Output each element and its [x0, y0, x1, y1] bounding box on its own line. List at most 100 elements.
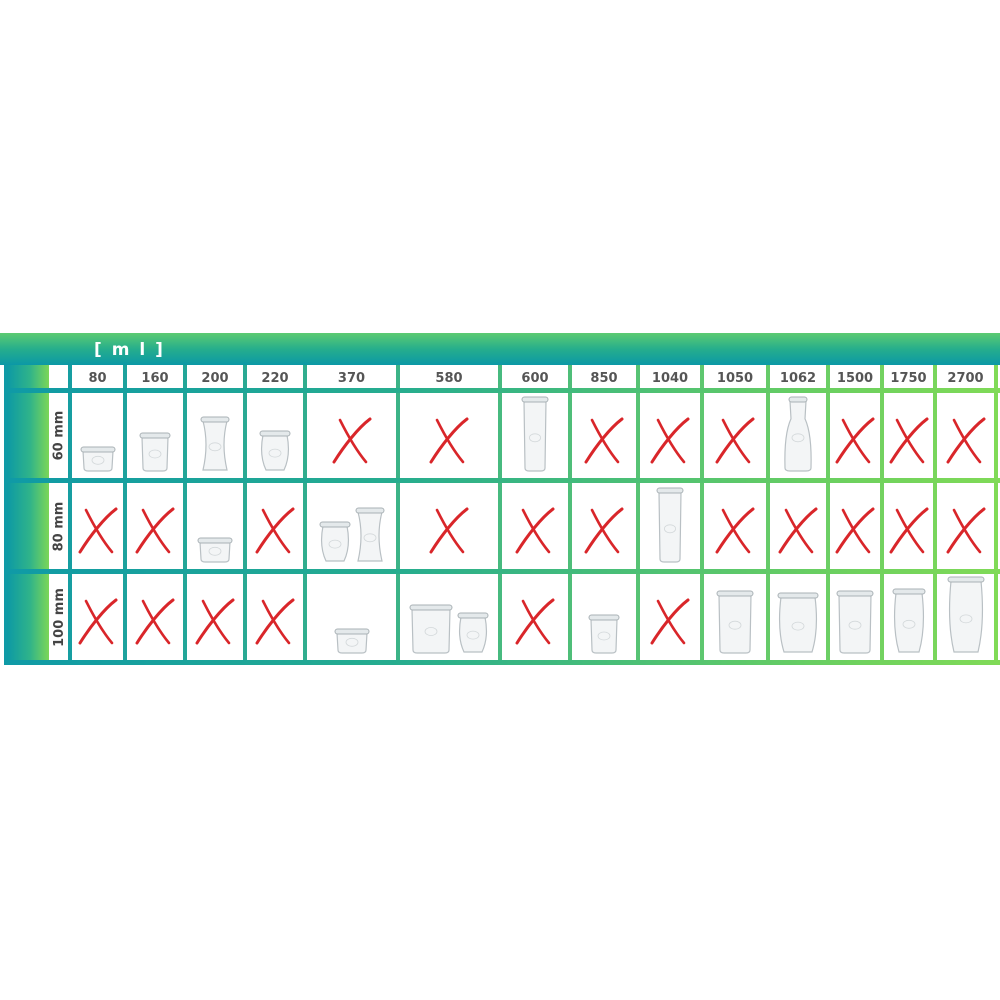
grid-line-vertical: [880, 365, 884, 665]
unavailable-cell: [937, 393, 994, 478]
row-label: 80 mm: [49, 483, 69, 569]
grid-line-vertical: [183, 365, 187, 665]
cross-icon: [255, 598, 295, 645]
jar-low-icon: [334, 628, 369, 654]
cross-icon: [195, 598, 235, 645]
grid-line-vertical: [498, 365, 502, 665]
column-header: 2700: [947, 370, 984, 386]
jar-bottle-icon: [784, 396, 812, 472]
jar-mid-tall-icon: [716, 590, 754, 654]
cross-icon: [835, 507, 875, 554]
row-label-text: 60 mm: [51, 410, 67, 461]
jar-cell: [572, 574, 636, 660]
jar-cell: [640, 483, 700, 569]
cross-icon: [78, 598, 117, 645]
column-header: 160: [141, 370, 169, 386]
cross-icon: [255, 507, 295, 554]
column-header: 1500: [836, 370, 874, 386]
jar-deli-icon: [200, 416, 230, 471]
cross-icon: [778, 507, 818, 554]
jar-cell: [187, 483, 243, 569]
jar-tulip-icon: [259, 430, 291, 471]
jar-cell: [502, 393, 568, 478]
column-header: 80: [88, 370, 107, 386]
header-band: [0, 333, 1000, 365]
row-label-text: 80 mm: [51, 501, 67, 551]
row-label: 100 mm: [49, 574, 69, 660]
grid-line-vertical: [636, 365, 640, 665]
cross-icon: [429, 417, 469, 463]
cross-icon: [889, 417, 928, 463]
grid-line-vertical: [68, 365, 72, 665]
jar-tulip-icon: [457, 612, 489, 653]
jar-cell: [937, 574, 994, 660]
grid-line-vertical: [568, 365, 572, 665]
unavailable-cell: [640, 574, 700, 660]
grid-line-horizontal: [6, 478, 1000, 483]
jar-mid-icon: [588, 614, 620, 654]
unavailable-cell: [572, 393, 636, 478]
cross-icon: [715, 507, 755, 554]
column-header: 580: [435, 370, 463, 386]
grid-line-vertical: [303, 365, 307, 665]
unavailable-cell: [127, 483, 183, 569]
unit-label: [ m l ]: [94, 340, 165, 360]
column-header: 200: [201, 370, 229, 386]
cross-icon: [946, 507, 985, 554]
unavailable-cell: [72, 483, 123, 569]
jar-cell: [307, 483, 396, 569]
jar-mold-icon: [409, 604, 453, 654]
unavailable-cell: [704, 393, 766, 478]
grid-line-vertical: [994, 365, 998, 665]
jar-tall-icon: [656, 487, 684, 563]
cross-icon: [135, 507, 175, 554]
unavailable-cell: [72, 574, 123, 660]
row-label: 60 mm: [49, 393, 69, 478]
column-header: 850: [590, 370, 618, 386]
unavailable-cell: [400, 393, 498, 478]
cross-icon: [946, 417, 985, 463]
row-label-text: 100 mm: [51, 587, 67, 647]
jar-cell: [187, 393, 243, 478]
column-header: 600: [521, 370, 549, 386]
jar-mid-icon: [139, 432, 171, 472]
cross-icon: [650, 417, 690, 463]
unavailable-cell: [704, 483, 766, 569]
cross-icon: [889, 507, 928, 554]
jar-cell: [247, 393, 303, 478]
cross-icon: [515, 507, 555, 554]
jar-cell: [127, 393, 183, 478]
cross-icon: [78, 507, 117, 554]
side-bar: [6, 365, 49, 665]
grid-line-vertical: [826, 365, 830, 665]
cross-icon: [429, 507, 469, 554]
jar-tulip-tall-icon: [892, 588, 925, 653]
jar-mid-tall-icon: [836, 590, 874, 654]
jar-tulip-xl-icon: [947, 576, 984, 653]
cross-icon: [135, 598, 175, 645]
jar-cell: [72, 393, 123, 478]
grid-line-vertical: [700, 365, 704, 665]
jar-tulip-big-icon: [777, 592, 819, 653]
cross-icon: [584, 417, 624, 463]
unavailable-cell: [502, 483, 568, 569]
jar-cell: [770, 574, 826, 660]
grid-line-horizontal: [6, 569, 1000, 574]
jar-cell: [307, 574, 396, 660]
grid-line-vertical: [243, 365, 247, 665]
cross-icon: [650, 598, 690, 645]
jar-cell: [400, 574, 498, 660]
unavailable-cell: [884, 393, 933, 478]
column-header: 370: [337, 370, 366, 386]
cross-icon: [332, 417, 371, 463]
jar-tall-icon: [521, 396, 549, 472]
unavailable-cell: [247, 574, 303, 660]
unavailable-cell: [307, 393, 396, 478]
column-header: 1040: [651, 370, 689, 386]
cross-icon: [835, 417, 875, 463]
jar-cell: [704, 574, 766, 660]
grid-line-vertical: [766, 365, 770, 665]
jar-cell: [770, 393, 826, 478]
jar-deli-icon: [355, 507, 384, 562]
grid-line-vertical: [396, 365, 400, 665]
